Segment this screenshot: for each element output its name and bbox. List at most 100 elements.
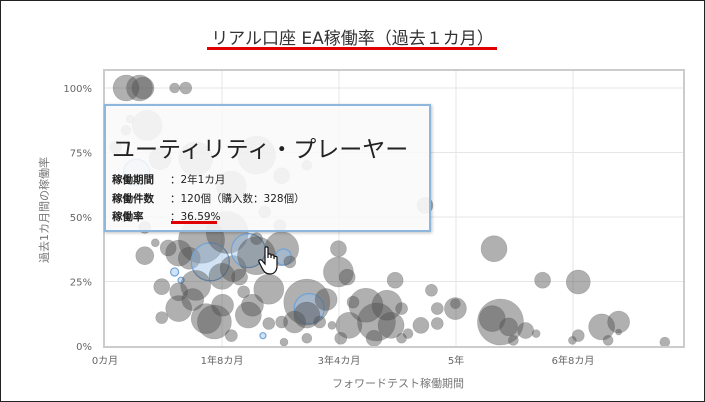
bubble-point[interactable]	[607, 310, 630, 334]
bubble-point[interactable]	[412, 317, 430, 334]
x-tick-label: 1年8カ月	[201, 354, 244, 367]
bubble-point[interactable]	[480, 235, 508, 263]
bubble-point[interactable]	[571, 329, 585, 342]
bubble-point[interactable]	[450, 298, 461, 309]
bubble-point[interactable]	[338, 268, 356, 286]
bubble-point[interactable]	[499, 317, 518, 337]
bubble-point[interactable]	[283, 255, 297, 269]
bubble-point[interactable]	[237, 285, 250, 299]
bubble-point[interactable]	[211, 293, 234, 317]
bubble-point[interactable]	[478, 305, 506, 332]
bubble-point[interactable]	[396, 332, 407, 344]
bubble-point[interactable]	[165, 239, 193, 267]
bubble-point[interactable]	[565, 269, 591, 295]
bubble-point[interactable]	[425, 283, 438, 297]
bubble-point[interactable]	[365, 329, 383, 347]
y-tick-label: 50%	[70, 213, 92, 224]
bubble-point[interactable]	[151, 238, 160, 248]
tooltip-row-rate: 稼働率 ：36.59%	[112, 209, 221, 224]
bubble-point[interactable]	[235, 301, 262, 329]
row-value: ：2年1カ月	[170, 174, 226, 186]
bubble-point[interactable]	[241, 293, 264, 317]
bubble-point[interactable]	[231, 268, 248, 286]
bubble-point[interactable]	[402, 328, 414, 339]
bubble-point[interactable]	[588, 313, 615, 341]
row-label: 稼働率	[112, 211, 144, 223]
bubble-point[interactable]	[179, 81, 193, 95]
bubble-point[interactable]	[395, 302, 408, 315]
bubble-point[interactable]	[259, 332, 267, 340]
bubble-point[interactable]	[283, 310, 306, 334]
bubble-point[interactable]	[534, 271, 551, 289]
bubble-point[interactable]	[225, 329, 238, 342]
bubble-point[interactable]	[371, 289, 403, 321]
bubble-point[interactable]	[219, 255, 247, 282]
bubble-point[interactable]	[323, 256, 354, 288]
bubble-point[interactable]	[346, 295, 360, 309]
bubble-point[interactable]	[190, 303, 222, 334]
bubble-point[interactable]	[153, 278, 171, 295]
bubble-point[interactable]	[293, 292, 325, 325]
bubble-point[interactable]	[301, 332, 313, 344]
tooltip-row-count: 稼働件数 ：120個（購入数：328個）	[112, 191, 305, 206]
bubble-point[interactable]	[508, 335, 519, 346]
bubble-point[interactable]	[357, 302, 396, 342]
bubble-point[interactable]	[155, 311, 169, 324]
bubble-point[interactable]	[165, 295, 193, 322]
bubble-point[interactable]	[430, 317, 444, 330]
bubble-point[interactable]	[314, 288, 338, 311]
bubble-point[interactable]	[208, 263, 236, 290]
bubble-point[interactable]	[477, 298, 524, 346]
tick-labels: 0カ月 1年8カ月 3年4カ月 5年 6年8カ月 0% 25% 50% 75% 100%	[63, 84, 594, 367]
bubble-point[interactable]	[126, 74, 153, 102]
tooltip-title: ユーティリティ・プレーヤー	[112, 137, 409, 163]
bubble-point[interactable]	[334, 331, 348, 345]
bubble-point[interactable]	[615, 328, 622, 336]
bubble-point[interactable]	[293, 301, 321, 329]
bubble-point[interactable]	[327, 321, 337, 330]
bubble-point[interactable]	[169, 282, 189, 302]
bubble-point[interactable]	[377, 312, 405, 339]
bubble-point[interactable]	[313, 315, 326, 329]
x-tick-label: 6年8カ月	[552, 354, 595, 367]
hand-cursor-icon	[258, 246, 278, 275]
bubble-point[interactable]	[262, 317, 276, 330]
bubble-point[interactable]	[531, 329, 541, 338]
rate-underline-annotation	[171, 221, 217, 224]
row-label: 稼働件数	[112, 193, 154, 205]
bubble-point[interactable]	[197, 304, 232, 340]
bubble-point[interactable]	[444, 297, 467, 320]
bubble-point[interactable]	[170, 267, 180, 277]
bubble-point[interactable]	[386, 271, 404, 289]
x-tick-label: 3年4カ月	[318, 354, 361, 367]
x-axis-label: フォワードテスト稼働期間	[332, 376, 464, 390]
y-tick-label: 25%	[70, 278, 92, 289]
bubble-point[interactable]	[169, 82, 180, 94]
bubble-point[interactable]	[180, 270, 211, 301]
bubble-point[interactable]	[517, 322, 534, 339]
bubble-point[interactable]	[348, 287, 384, 323]
bubble-point[interactable]	[250, 232, 263, 245]
title-underline-annotation	[207, 47, 497, 50]
bubble-point[interactable]	[112, 74, 140, 102]
bubble-point[interactable]	[568, 336, 577, 345]
bubble-point[interactable]	[275, 315, 288, 329]
bubble-point[interactable]	[135, 246, 155, 265]
row-value: ：120個（購入数：328個）	[170, 193, 305, 205]
bubble-point[interactable]	[335, 312, 363, 339]
bubble-point[interactable]	[279, 337, 289, 347]
bubble-point[interactable]	[330, 240, 347, 258]
bubble-point[interactable]	[177, 276, 185, 284]
bubble-point[interactable]	[177, 246, 201, 270]
bubble-point[interactable]	[659, 336, 671, 348]
bubble-point[interactable]	[602, 335, 614, 346]
y-axis-label: 過去1カ月間の稼働率	[37, 157, 51, 263]
bubble-point[interactable]	[190, 242, 230, 282]
bubble-point[interactable]	[131, 76, 155, 100]
bubble-point[interactable]	[181, 288, 205, 311]
y-tick-label: 0%	[76, 342, 92, 353]
bubble-point[interactable]	[159, 239, 177, 257]
row-value: ：36.59%	[170, 211, 221, 223]
bubble-point[interactable]	[430, 302, 444, 315]
